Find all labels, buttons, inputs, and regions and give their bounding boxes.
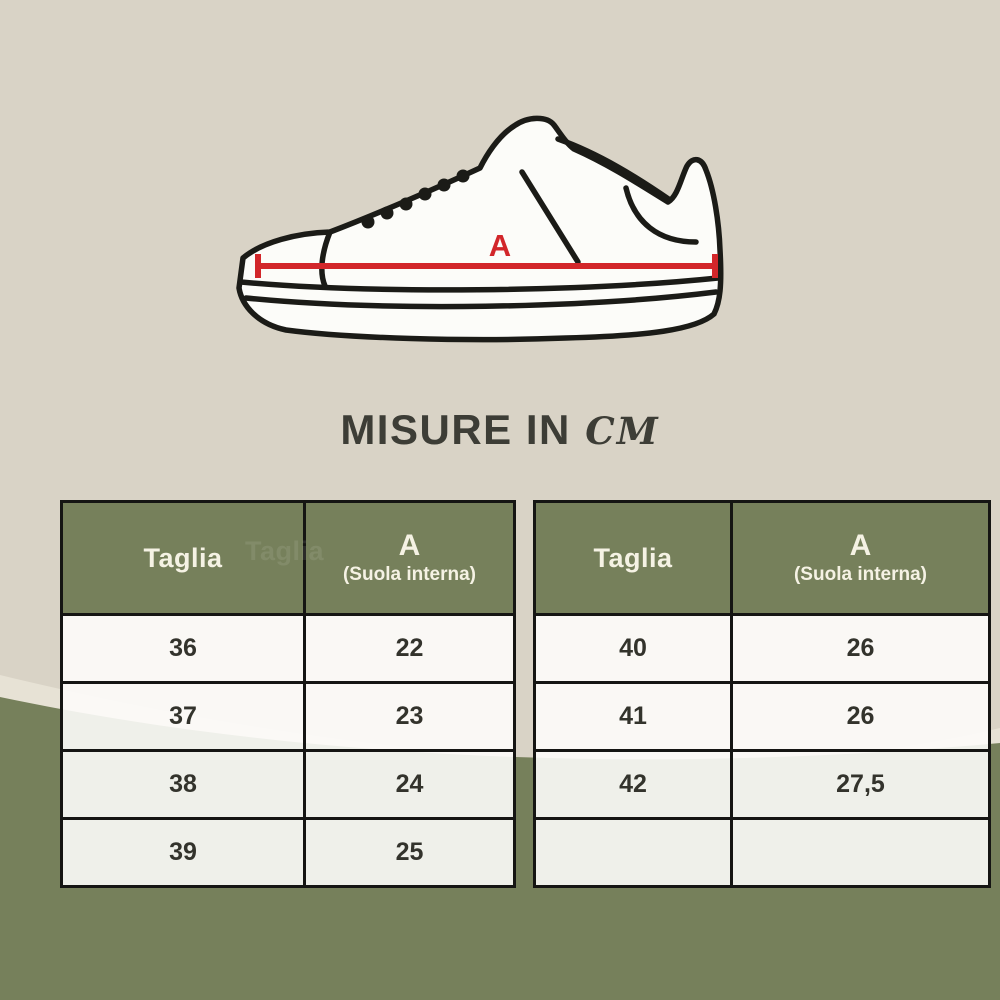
cell-a: 22 <box>303 613 516 684</box>
table-row: 41 26 <box>533 681 991 752</box>
cell-taglia: 41 <box>533 681 733 752</box>
table-row: 42 27,5 <box>533 749 991 820</box>
cell-taglia: 36 <box>60 613 306 684</box>
size-table-left: Taglia A (Suola interna) 36 22 37 23 <box>60 500 516 888</box>
collar-inner-line <box>555 136 673 203</box>
cell-taglia: 37 <box>60 681 306 752</box>
table-row <box>533 817 991 888</box>
table-row: 40 26 <box>533 613 991 684</box>
cell-a: 25 <box>303 817 516 888</box>
sole-top-line <box>238 275 721 293</box>
midsole-line <box>243 289 719 310</box>
title-text: MISURE IN <box>340 406 571 453</box>
header-row: Taglia A (Suola interna) <box>533 500 991 616</box>
header-a: A (Suola interna) <box>730 500 991 616</box>
cell-taglia: 38 <box>60 749 306 820</box>
header-taglia: Taglia <box>60 500 306 616</box>
cell-a: 24 <box>303 749 516 820</box>
table-row: 36 22 <box>60 613 516 684</box>
size-table-left-wrap: Taglia Taglia A (Suola interna) 36 22 <box>60 500 516 888</box>
size-table-right-wrap: Taglia A (Suola interna) 40 26 41 26 <box>533 500 991 888</box>
size-table-right: Taglia A (Suola interna) 40 26 41 26 <box>533 500 991 888</box>
title-unit: CM <box>585 409 660 453</box>
measure-label: A <box>489 228 511 263</box>
header-taglia: Taglia <box>533 500 733 616</box>
cell-taglia <box>533 817 733 888</box>
cell-a: 26 <box>730 681 991 752</box>
cell-taglia: 40 <box>533 613 733 684</box>
cell-a: 27,5 <box>730 749 991 820</box>
lace-eyelets <box>361 169 470 229</box>
table-row: 38 24 <box>60 749 516 820</box>
table-row: 39 25 <box>60 817 516 888</box>
measure-line <box>258 263 715 269</box>
cell-taglia: 42 <box>533 749 733 820</box>
measure-tick-left <box>255 254 261 278</box>
sneaker-diagram: A <box>236 115 724 343</box>
cell-taglia: 39 <box>60 817 306 888</box>
header-row: Taglia A (Suola interna) <box>60 500 516 616</box>
table-row: 37 23 <box>60 681 516 752</box>
header-a: A (Suola interna) <box>303 500 516 616</box>
cell-a: 23 <box>303 681 516 752</box>
toe-cap-seam <box>319 229 333 289</box>
cell-a: 26 <box>730 613 991 684</box>
cell-a <box>730 817 991 888</box>
chart-title: MISURE IN CM <box>0 406 1000 454</box>
heel-overlay-line <box>623 185 699 245</box>
quarter-panel-line <box>519 169 581 265</box>
measure-tick-right <box>712 254 718 278</box>
